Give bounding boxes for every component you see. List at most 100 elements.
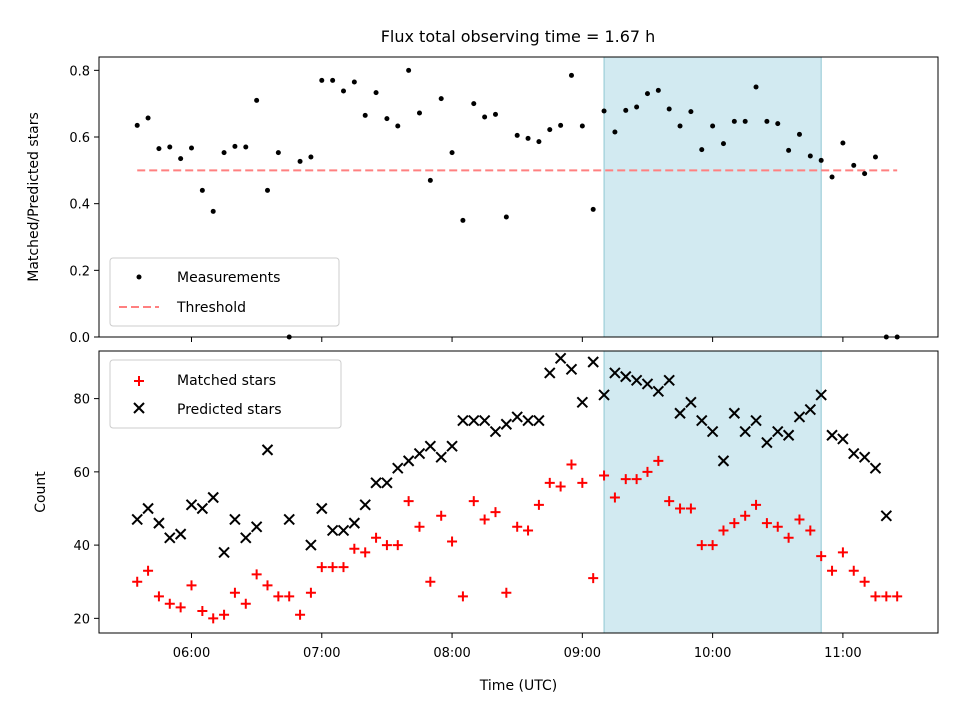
matched-star-point [175, 602, 186, 613]
x-tick-label: 10:00 [694, 646, 731, 661]
x-tick-label: 11:00 [824, 646, 861, 661]
predicted-star-point [652, 385, 665, 397]
matched-star-point [696, 540, 707, 551]
matched-star-point [186, 580, 197, 591]
matched-star-point [870, 591, 881, 602]
matched-star-point [219, 609, 230, 620]
measurement-point [612, 129, 618, 135]
measurement-point [558, 122, 564, 128]
matched-star-point [794, 514, 805, 525]
measurement-point [710, 123, 716, 129]
matched-star-point [512, 521, 523, 532]
matched-star-point [436, 510, 447, 521]
matched-star-point [653, 455, 664, 466]
matched-star-point [457, 591, 468, 602]
predicted-star-point [717, 455, 730, 467]
predicted-star-point [457, 414, 469, 427]
predicted-star-point [424, 440, 437, 452]
predicted-star-point [544, 367, 556, 379]
top-y-axis-label: Matched/Predicted stars [26, 112, 42, 282]
measurement-point [720, 141, 726, 147]
predicted-star-point [880, 510, 893, 522]
measurement-point [688, 109, 694, 115]
measurement-point [677, 123, 683, 129]
measurement-point [634, 104, 640, 110]
matched-star-point [761, 518, 772, 529]
top-y-ticks: 0.0 0.2 0.4 0.6 0.8 [69, 64, 99, 346]
matched-star-point [783, 532, 794, 543]
matched-star-point [468, 496, 479, 507]
matched-star-point [729, 518, 740, 529]
matched-star-point [631, 474, 642, 485]
measurement-point [601, 108, 607, 114]
predicted-star-point [576, 396, 589, 408]
matched-star-point [349, 543, 360, 554]
measurement-point [807, 153, 813, 159]
matched-star-point [533, 499, 544, 510]
measurement-point [221, 150, 227, 156]
measurement-point [449, 150, 455, 156]
matched-star-point [305, 587, 316, 598]
matched-star-point [544, 477, 555, 488]
x-tick-label: 07:00 [303, 646, 340, 661]
matched-star-point [555, 481, 566, 492]
measurement-point [427, 177, 433, 183]
measurement-point [330, 77, 336, 83]
measurement-point [579, 123, 585, 129]
bottom-y-tick-label: 20 [73, 612, 90, 627]
measurement-point [525, 135, 531, 141]
bottom-y-tick-label: 80 [73, 393, 90, 408]
predicted-star-point [685, 396, 697, 408]
predicted-star-point [620, 370, 632, 383]
predicted-star-point [316, 502, 328, 515]
matched-star-point [881, 591, 892, 602]
predicted-star-point [837, 433, 849, 445]
predicted-star-point [337, 524, 350, 537]
predicted-star-point [793, 411, 806, 423]
matched-star-point [479, 514, 490, 525]
matched-star-point [447, 536, 458, 547]
matched-star-point [208, 613, 219, 624]
matched-star-point [371, 532, 382, 543]
matched-star-point [403, 496, 414, 507]
matched-star-point [751, 499, 762, 510]
measurement-point [796, 131, 802, 137]
predicted-star-point [142, 502, 154, 515]
matched-stars-series [132, 455, 903, 624]
predicted-star-point [663, 374, 675, 387]
matched-star-point [251, 569, 262, 580]
predicted-star-point [739, 425, 751, 438]
predicted-star-point [772, 425, 784, 438]
predicted-star-point [858, 451, 871, 463]
matched-star-point [414, 521, 425, 532]
x-tick-label: 09:00 [564, 646, 601, 661]
measurement-point [666, 106, 672, 112]
matched-star-point [316, 562, 327, 573]
x-tick-label: 06:00 [173, 646, 210, 661]
measurement-point [482, 114, 488, 120]
measurement-point [254, 97, 260, 103]
predicted-star-point [554, 352, 567, 365]
x-axis-label: Time (UTC) [479, 678, 557, 694]
predicted-star-point [489, 425, 502, 438]
measurement-point [178, 156, 184, 162]
predicted-star-point [207, 491, 219, 504]
predicted-star-point [392, 462, 404, 474]
matched-star-point [360, 547, 371, 558]
x-tick-label: 08:00 [433, 646, 470, 661]
measurement-point [416, 110, 422, 116]
bottom-axes-frame [98, 350, 939, 634]
matched-star-point [425, 576, 436, 587]
predicted-star-point [348, 517, 361, 529]
matched-star-point [588, 573, 599, 584]
measurement-point [503, 214, 509, 220]
legend-predicted-label: Predicted stars [177, 402, 282, 418]
matched-star-point [805, 525, 816, 536]
bottom-y-axis-label: Count [33, 471, 49, 513]
predicted-star-point [131, 513, 143, 526]
matched-star-point [685, 503, 696, 514]
predicted-star-point [153, 517, 165, 529]
predicted-star-point [478, 414, 491, 427]
measurement-point [731, 118, 737, 124]
bottom-y-ticks: 20 40 60 80 [73, 393, 99, 627]
